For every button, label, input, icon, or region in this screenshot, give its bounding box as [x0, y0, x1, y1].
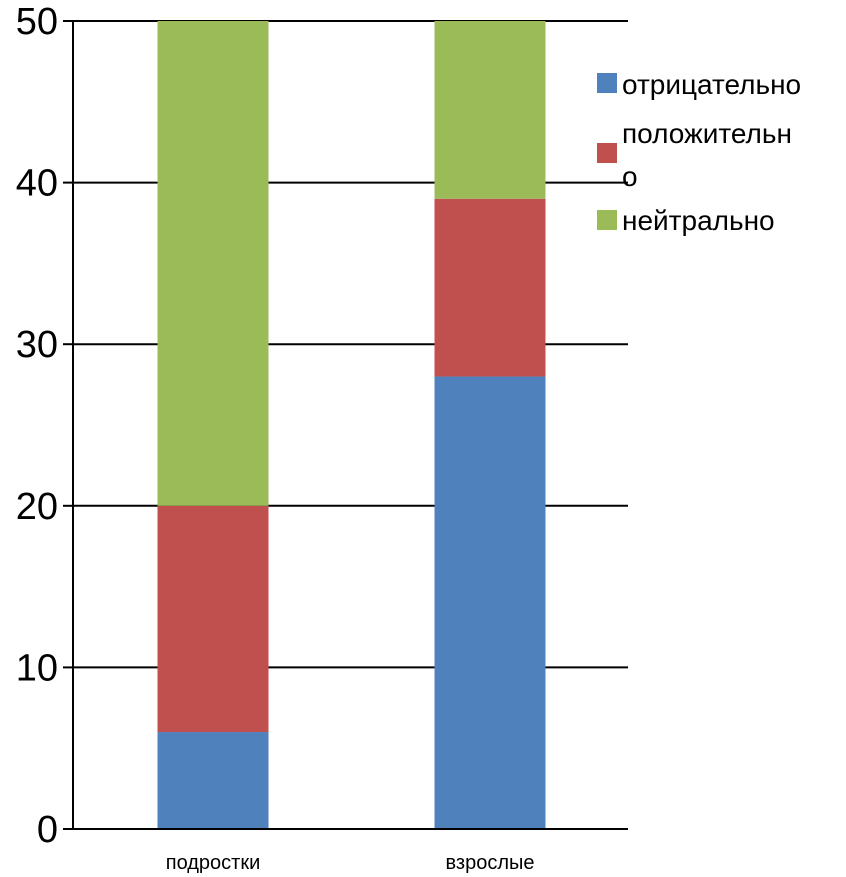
legend: отрицательно положительн о нейтрально — [597, 69, 801, 236]
x-tick-label: подростки — [166, 852, 261, 874]
legend-label: положительн — [622, 118, 792, 149]
legend-label: о — [622, 161, 638, 192]
x-tick-labels: подростки взрослые — [166, 852, 535, 874]
y-tick-label: 30 — [16, 324, 58, 366]
bar-segment — [434, 198, 546, 377]
y-tick-labels: 0 10 20 30 40 50 — [16, 1, 58, 851]
bar-segment — [157, 21, 269, 506]
bar-segment — [434, 376, 546, 829]
legend-swatch — [597, 73, 617, 93]
y-tick-label: 0 — [37, 809, 58, 851]
y-tick-label: 40 — [16, 163, 58, 205]
legend-swatch — [597, 210, 617, 230]
bar-segment — [157, 505, 269, 733]
bar-segment — [434, 21, 546, 199]
y-tick-label: 10 — [16, 647, 58, 689]
bars — [157, 21, 546, 829]
bar-segment — [157, 732, 269, 829]
legend-label: отрицательно — [622, 69, 801, 100]
x-tick-label: взрослые — [446, 852, 535, 874]
legend-swatch — [597, 143, 617, 163]
legend-label: нейтрально — [622, 205, 775, 236]
y-tick-label: 50 — [16, 1, 58, 43]
axes — [63, 20, 628, 830]
y-tick-label: 20 — [16, 486, 58, 528]
